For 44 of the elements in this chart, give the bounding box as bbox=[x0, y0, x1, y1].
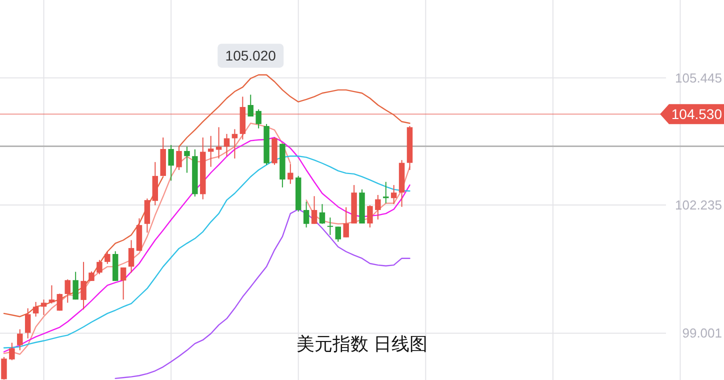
candlestick bbox=[1, 356, 7, 380]
candlestick bbox=[32, 301, 39, 318]
candlestick bbox=[232, 128, 238, 159]
candlestick bbox=[184, 146, 190, 174]
candlestick bbox=[144, 198, 150, 234]
candlestick bbox=[343, 206, 349, 238]
y-tick-label: 102.235 bbox=[675, 198, 722, 213]
candlestick bbox=[248, 94, 254, 117]
candlestick bbox=[383, 181, 389, 204]
candlestick bbox=[120, 266, 126, 300]
candlestick bbox=[216, 126, 222, 159]
candlestick bbox=[168, 144, 174, 182]
candlestick bbox=[319, 204, 326, 224]
candlestick bbox=[224, 133, 230, 157]
text: 美元指数 日线图 bbox=[296, 334, 428, 354]
candlestick bbox=[56, 293, 63, 312]
candlestick bbox=[72, 271, 78, 300]
candlestick bbox=[367, 204, 373, 228]
candlestick bbox=[327, 217, 334, 236]
candlestick bbox=[24, 308, 31, 339]
y-tick-label: 105.445 bbox=[675, 70, 722, 86]
candlestick bbox=[335, 226, 341, 242]
candlestick bbox=[288, 164, 294, 184]
candlestick bbox=[9, 342, 15, 361]
candlestick bbox=[311, 196, 318, 224]
annotation: 105.020 bbox=[225, 48, 276, 64]
ref-line-label: 104.530 bbox=[671, 106, 722, 122]
candlestick bbox=[390, 184, 397, 205]
candlestick bbox=[176, 146, 182, 170]
candlestick bbox=[17, 328, 23, 351]
candlestick bbox=[40, 299, 47, 316]
candlestick bbox=[48, 284, 55, 304]
candlestick bbox=[256, 108, 262, 129]
candlestick bbox=[96, 259, 102, 275]
candlestick bbox=[375, 194, 381, 220]
candlestick bbox=[303, 201, 310, 228]
line-series bbox=[114, 208, 410, 380]
candlestick bbox=[80, 261, 86, 310]
candlestick bbox=[128, 240, 134, 274]
candlestick bbox=[208, 135, 214, 168]
candlestick bbox=[104, 251, 110, 264]
y-tick-label: 99.001 bbox=[682, 326, 722, 341]
candlestick bbox=[88, 270, 94, 282]
candlestick bbox=[64, 278, 70, 304]
